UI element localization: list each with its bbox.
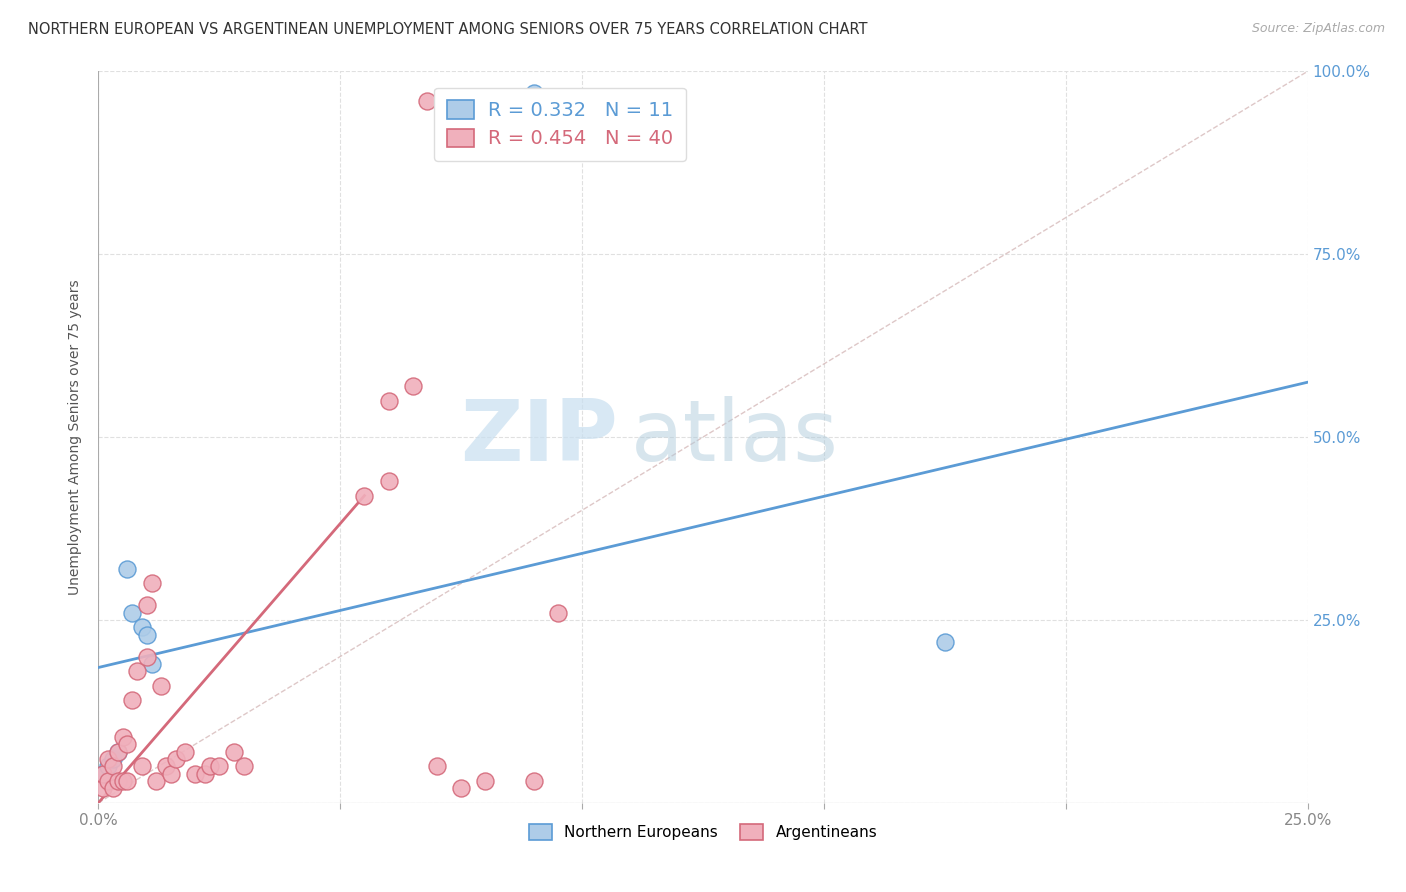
Point xyxy=(377,474,399,488)
Point xyxy=(91,766,114,780)
Point xyxy=(135,599,157,613)
Point xyxy=(135,649,157,664)
Point xyxy=(934,635,956,649)
Point xyxy=(208,759,231,773)
Point xyxy=(117,737,139,751)
Point xyxy=(121,606,143,620)
Point xyxy=(121,693,143,707)
Point xyxy=(165,752,187,766)
Point xyxy=(222,745,245,759)
Point xyxy=(150,679,173,693)
Point xyxy=(547,606,569,620)
Point xyxy=(184,766,207,780)
Point xyxy=(194,766,217,780)
Point xyxy=(131,759,153,773)
Point xyxy=(101,759,124,773)
Text: Source: ZipAtlas.com: Source: ZipAtlas.com xyxy=(1251,22,1385,36)
Point xyxy=(353,489,375,503)
Point xyxy=(101,752,124,766)
Point xyxy=(97,773,120,788)
Point xyxy=(402,379,425,393)
Point xyxy=(141,576,163,591)
Point xyxy=(91,766,114,780)
Point xyxy=(145,773,167,788)
Legend: Northern Europeans, Argentineans: Northern Europeans, Argentineans xyxy=(523,818,883,847)
Point xyxy=(97,759,120,773)
Point xyxy=(174,745,197,759)
Text: atlas: atlas xyxy=(630,395,838,479)
Point xyxy=(426,759,449,773)
Point xyxy=(160,766,183,780)
Point xyxy=(111,730,134,744)
Point xyxy=(117,773,139,788)
Point xyxy=(232,759,254,773)
Point xyxy=(523,773,546,788)
Point xyxy=(155,759,177,773)
Point xyxy=(107,745,129,759)
Point xyxy=(107,745,129,759)
Point xyxy=(107,773,129,788)
Y-axis label: Unemployment Among Seniors over 75 years: Unemployment Among Seniors over 75 years xyxy=(69,279,83,595)
Point xyxy=(450,781,472,796)
Point xyxy=(523,87,546,101)
Point xyxy=(474,773,496,788)
Point xyxy=(117,562,139,576)
Point xyxy=(198,759,221,773)
Point xyxy=(101,781,124,796)
Point xyxy=(127,664,149,678)
Point xyxy=(135,627,157,641)
Point xyxy=(97,752,120,766)
Point xyxy=(91,781,114,796)
Point xyxy=(377,393,399,408)
Point xyxy=(111,773,134,788)
Point xyxy=(141,657,163,671)
Text: NORTHERN EUROPEAN VS ARGENTINEAN UNEMPLOYMENT AMONG SENIORS OVER 75 YEARS CORREL: NORTHERN EUROPEAN VS ARGENTINEAN UNEMPLO… xyxy=(28,22,868,37)
Text: ZIP: ZIP xyxy=(461,395,619,479)
Point xyxy=(131,620,153,634)
Point xyxy=(416,94,439,108)
